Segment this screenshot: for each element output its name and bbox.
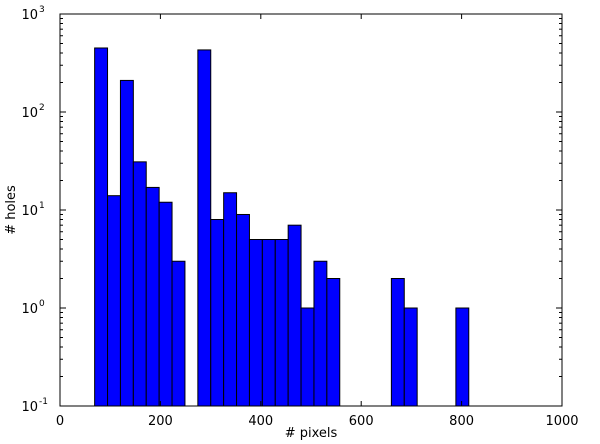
x-tick-label: 0 bbox=[56, 414, 64, 429]
histogram-bar bbox=[287, 224, 302, 407]
x-axis-label: # pixels bbox=[285, 426, 338, 441]
y-tick-label: 10 bbox=[21, 302, 38, 317]
histogram-bar bbox=[171, 260, 186, 407]
histogram-bar bbox=[403, 307, 418, 407]
x-tick-label: 600 bbox=[349, 414, 374, 429]
histogram-bar bbox=[158, 201, 173, 407]
histogram-bar bbox=[145, 186, 160, 407]
y-tick-label-exponent: -1 bbox=[39, 397, 48, 407]
histogram-bar bbox=[223, 192, 238, 407]
x-axis-ticks: 0 200 400 600 800 1000 bbox=[56, 14, 579, 429]
histogram-bar bbox=[248, 239, 263, 407]
y-tick-label: 10 bbox=[21, 204, 38, 219]
y-tick-label-exponent: 3 bbox=[39, 5, 45, 15]
histogram-bar bbox=[107, 195, 121, 407]
histogram-bar bbox=[274, 239, 289, 407]
y-tick-label: 10 bbox=[21, 106, 38, 121]
x-tick-label: 1000 bbox=[545, 414, 578, 429]
x-tick-label: 800 bbox=[449, 414, 474, 429]
histogram-bar bbox=[132, 161, 147, 407]
histogram-bar bbox=[326, 278, 341, 407]
y-tick-label-exponent: 0 bbox=[39, 299, 45, 309]
histogram-bar bbox=[119, 79, 134, 407]
histogram-bar bbox=[390, 278, 405, 407]
y-tick-label: 10 bbox=[21, 8, 38, 23]
x-tick-label: 400 bbox=[248, 414, 273, 429]
histogram-bar bbox=[455, 307, 470, 407]
histogram-bar bbox=[94, 47, 109, 407]
histogram-bar bbox=[197, 49, 212, 407]
y-tick-label-exponent: 2 bbox=[39, 103, 45, 113]
x-tick-label: 200 bbox=[148, 414, 173, 429]
histogram-bar bbox=[236, 213, 250, 407]
histogram-bar bbox=[313, 260, 328, 407]
y-tick-label-exponent: 1 bbox=[39, 201, 45, 211]
y-tick-label: 10 bbox=[21, 400, 38, 415]
bars-group bbox=[94, 47, 470, 407]
histogram-bar bbox=[210, 219, 225, 407]
histogram-bar bbox=[300, 307, 315, 407]
histogram-bar bbox=[261, 239, 276, 407]
y-axis-label: # holes bbox=[4, 185, 19, 235]
